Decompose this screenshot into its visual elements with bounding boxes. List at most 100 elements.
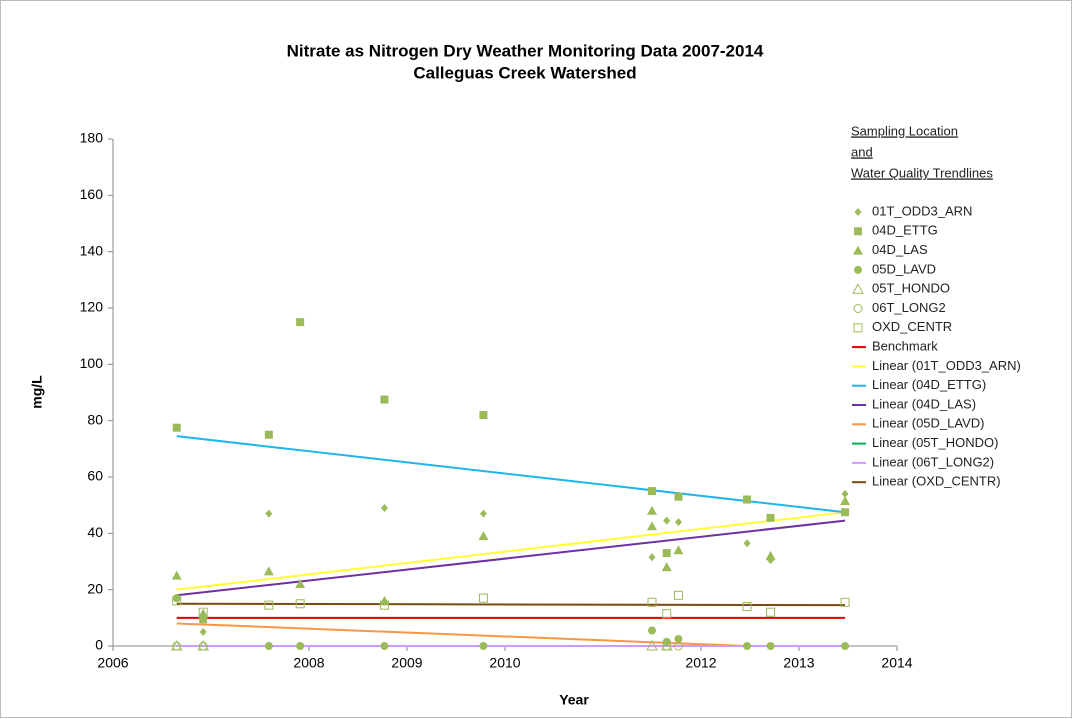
data-point [841,489,849,498]
legend-label: Benchmark [872,339,938,354]
data-point [296,642,305,650]
data-point [380,395,389,404]
data-point [172,423,181,432]
data-point [663,516,671,525]
data-point [479,411,488,420]
data-point [264,642,273,650]
legend-label: 01T_ODD3_ARN [872,203,972,218]
data-point [479,509,487,518]
data-point [647,597,657,607]
x-tick-label: 2013 [783,655,814,671]
legend-label: 05D_LAVD [872,261,936,276]
data-point [198,641,208,651]
data-point [648,626,656,635]
trendline [176,519,846,597]
data-point [766,642,775,650]
legend-swatch [853,304,863,313]
data-point [172,596,182,606]
data-point [479,642,488,650]
legend-label: 06T_LONG2 [872,300,946,315]
x-tick-label: 2006 [97,655,128,671]
data-point [265,509,273,518]
x-tick-label: 2012 [685,655,716,671]
data-point [198,608,209,618]
legend-label: 05T_HONDO [872,281,950,296]
data-point [172,641,182,651]
y-tick-label: 140 [80,242,104,258]
legend-title: Water Quality Trendlines [851,165,993,180]
legend-label: Linear (06T_LONG2) [872,454,994,469]
chart-subtitle: Calleguas Creek Watershed [413,63,636,82]
chart-title: Nitrate as Nitrogen Dry Weather Monitori… [287,41,764,60]
x-tick-label: 2010 [489,655,520,671]
data-point [648,553,656,562]
legend-swatch [854,265,862,274]
data-point [172,594,181,603]
y-axis-label: mg/L [29,375,45,409]
legend-label: Linear (01T_ODD3_ARN) [872,358,1021,373]
data-point [295,599,305,609]
legend-label: Linear (04D_LAS) [872,396,976,411]
data-point [743,539,751,548]
data-point [647,521,657,531]
legend-swatch [853,323,863,333]
legend-title: Sampling Location [851,123,958,138]
x-tick-label: 2014 [881,655,912,671]
data-point [674,518,682,527]
trendline [176,511,846,591]
data-point [295,579,306,589]
data-point [199,627,207,636]
data-point [171,570,182,580]
y-tick-label: 180 [80,130,104,146]
legend-label: Linear (04D_ETTG) [872,377,986,392]
trendline [176,622,748,647]
x-tick-label: 2009 [391,655,422,671]
data-point [841,508,850,517]
data-point [198,607,208,617]
legend-label: Linear (OXD_CENTR) [872,474,1001,489]
data-point [840,495,851,505]
legend-label: 04D_LAS [872,242,928,257]
legend-swatch [853,245,863,255]
legend-swatch [854,208,862,216]
data-point [674,634,683,643]
data-point [379,600,389,610]
data-point [263,566,274,576]
y-tick-label: 120 [80,299,104,315]
data-point [661,562,672,572]
data-point [673,641,683,651]
data-point [674,492,683,501]
legend-label: Linear (05T_HONDO) [872,435,998,450]
y-tick-label: 40 [87,524,103,540]
data-point [646,639,658,651]
legend-swatch [852,283,864,294]
y-tick-label: 80 [87,411,103,427]
data-point [478,593,488,603]
y-tick-label: 0 [95,637,103,653]
data-point [648,487,656,496]
data-point [380,642,389,650]
trendline [176,435,846,514]
data-point [743,642,752,650]
data-point [647,505,657,515]
data-point [673,590,683,600]
y-tick-label: 20 [87,580,103,596]
legend-label: OXD_CENTR [872,319,952,334]
data-point [742,602,752,612]
data-point [840,597,850,607]
trendline [176,602,846,607]
data-point [766,607,776,617]
x-axis-label: Year [559,692,589,708]
x-tick-label: 2008 [293,655,324,671]
data-point [264,600,274,610]
y-tick-label: 60 [87,468,103,484]
data-point [743,495,752,504]
data-point [199,615,208,624]
data-point [841,642,850,650]
legend-title: and [851,144,873,159]
legend-label: Linear (05D_LAVD) [872,416,984,431]
legend-swatch [854,227,862,236]
data-point [673,545,684,555]
data-point [380,503,388,512]
data-point [766,513,775,522]
